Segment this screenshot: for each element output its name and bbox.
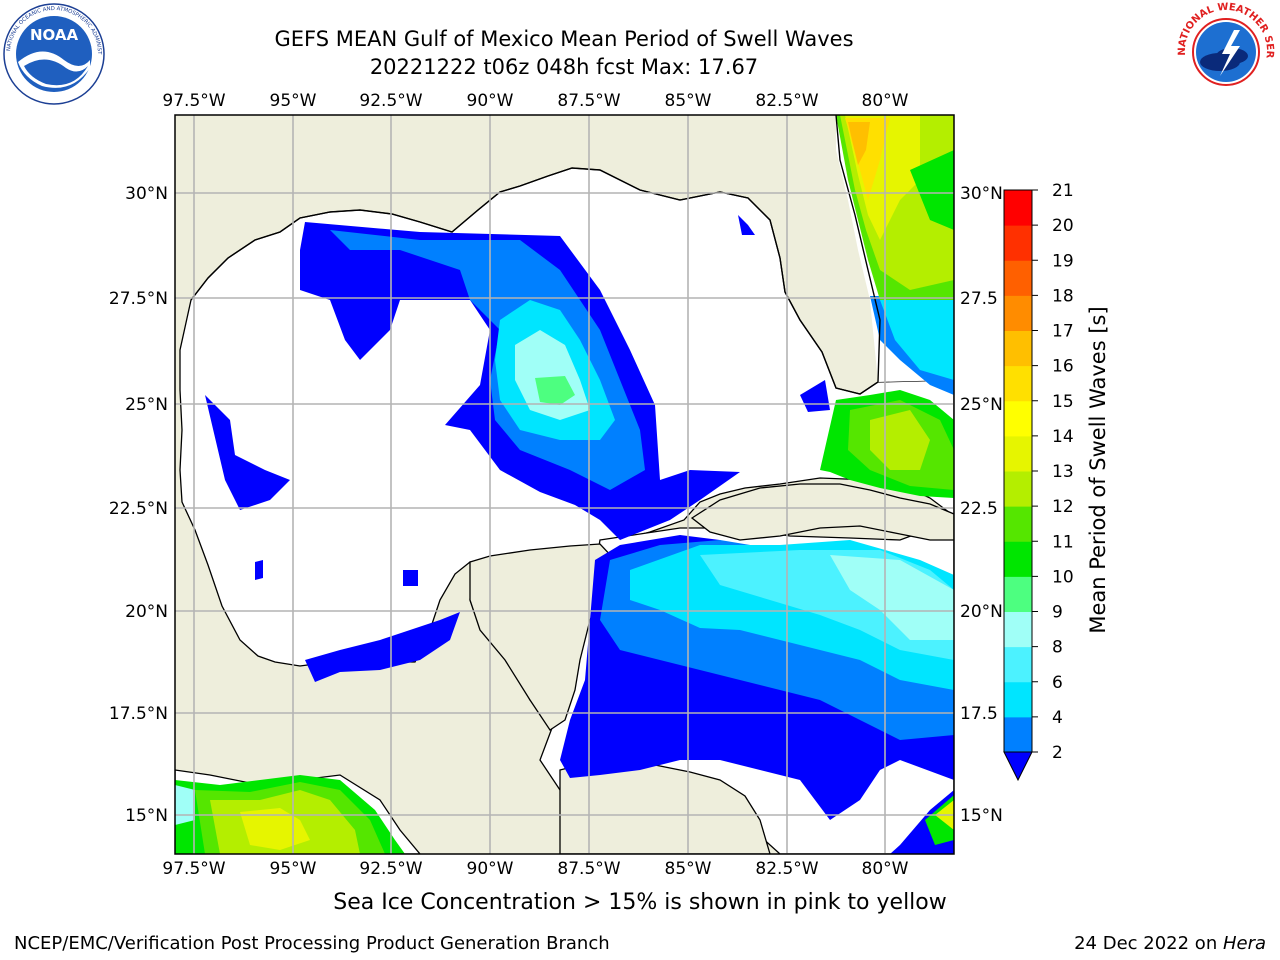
coastline [190,115,881,395]
colorbar-tick-label: 17 [1052,322,1074,342]
lat-label-right: 27.5 [960,289,998,309]
lat-label-left: 27.5°N [109,289,168,309]
lon-label-top: 80°W [862,91,909,111]
colorbar-tick-label: 15 [1052,392,1074,412]
colorbar-tick-label: 4 [1052,708,1063,728]
colorbar-band [1004,646,1032,683]
noaa-logo: NOAA NATIONAL OCEANIC AND ATMOSPHERIC AD… [2,2,105,105]
chart-subtitle: 20221222 t06z 048h fcst Max: 17.67 [369,55,759,79]
lat-label-right: 22.5 [960,499,998,519]
lat-label-left: 15°N [125,806,168,826]
colorbar-tick-label: 11 [1052,532,1074,552]
host-name: Hera [1222,933,1266,954]
colorbar-extend-triangle [1003,751,1033,782]
colorbar-label: Mean Period of Swell Waves [s] [1086,306,1110,633]
cuba [690,483,954,541]
colorbar-tick-label: 21 [1052,181,1074,201]
colorbar-band [1004,225,1032,261]
colorbar-tick-label: 6 [1052,673,1063,693]
colorbar-band [1004,365,1032,402]
date-stamp: 24 Dec 2022 on Hera [1074,933,1266,954]
lon-label-bottom: 87.5°W [557,859,620,879]
colorbar-band [1004,716,1032,753]
caption: Sea Ice Concentration > 15% is shown in … [333,890,947,915]
colorbar-tick-label: 10 [1052,567,1074,587]
lat-label-right: 17.5 [960,704,998,724]
colorbar-band [1004,541,1032,577]
lat-label-right: 20°N [960,602,1003,622]
lat-label-right: 25°N [960,395,1003,415]
lat-label-left: 17.5°N [109,704,168,724]
colorbar-band [1004,681,1032,718]
colorbar-tick-label: 9 [1052,603,1063,623]
colorbar-tick-label: 18 [1052,286,1074,306]
lon-label-top: 85°W [665,91,712,111]
lat-label-left: 30°N [125,184,168,204]
lon-label-top: 97.5°W [162,91,225,111]
colorbar-band [1004,330,1032,367]
lat-label-right: 30°N [960,184,1003,204]
swell-period-field [175,115,954,854]
lat-label-left: 20°N [125,602,168,622]
colorbar-band [1004,435,1032,472]
lon-label-bottom: 82.5°W [755,859,818,879]
date-text: 24 Dec 2022 on [1074,933,1223,954]
colorbar-band [1004,506,1032,542]
map-panel [175,115,954,854]
lat-label-left: 25°N [125,395,168,415]
colorbar-band [1004,260,1032,296]
noaa-logo-text: NOAA [30,26,79,44]
graticule [175,115,954,854]
lon-label-top: 87.5°W [557,91,620,111]
lon-label-bottom: 80°W [862,859,909,879]
lat-labels-left: 30°N 27.5°N 25°N 22.5°N 20°N 17.5°N 15°N [109,184,168,826]
colorbar-tick-label: 12 [1052,497,1074,517]
colorbar-band [1004,190,1032,226]
lat-label-left: 22.5°N [109,499,168,519]
lon-label-top: 82.5°W [755,91,818,111]
lon-labels-bottom: 97.5°W 95°W 92.5°W 90°W 87.5°W 85°W 82.5… [162,859,908,879]
lon-labels-top: 97.5°W 95°W 92.5°W 90°W 87.5°W 85°W 82.5… [162,91,908,111]
lon-label-bottom: 95°W [270,859,317,879]
colorbar-tick-label: 8 [1052,638,1063,658]
lat-label-right: 15°N [960,806,1003,826]
colorbar-band [1004,295,1032,331]
lon-label-top: 95°W [270,91,317,111]
colorbar-tick-label: 2 [1052,743,1063,763]
nws-logo: NATIONAL WEATHER SERVICE [1174,0,1275,101]
chart-title: GEFS MEAN Gulf of Mexico Mean Period of … [274,27,854,51]
colorbar-tick-label: 19 [1052,251,1074,271]
lon-label-bottom: 97.5°W [162,859,225,879]
lat-labels-right: 30°N 27.5 25°N 22.5 20°N 17.5 15°N [960,184,1003,826]
colorbar-tick-label: 13 [1052,462,1074,482]
lon-label-top: 92.5°W [359,91,422,111]
credit-line: NCEP/EMC/Verification Post Processing Pr… [14,933,610,954]
yucatan-peninsula [469,543,616,731]
colorbar-band [1004,611,1032,648]
colorbar-band [1004,400,1032,437]
lon-label-bottom: 90°W [467,859,514,879]
lon-label-top: 90°W [467,91,514,111]
map-frame [174,114,955,855]
colorbar-band [1004,576,1032,612]
colorbar-tick-label: 20 [1052,216,1074,236]
lon-label-bottom: 85°W [665,859,712,879]
colorbar-tick-label: 14 [1052,427,1074,447]
lon-label-bottom: 92.5°W [359,859,422,879]
colorbar: 2 4 6 8 9 10 11 12 13 14 15 16 17 18 19 20 21 [1003,181,1074,782]
colorbar-band [1004,471,1032,507]
colorbar-tick-label: 16 [1052,357,1074,377]
